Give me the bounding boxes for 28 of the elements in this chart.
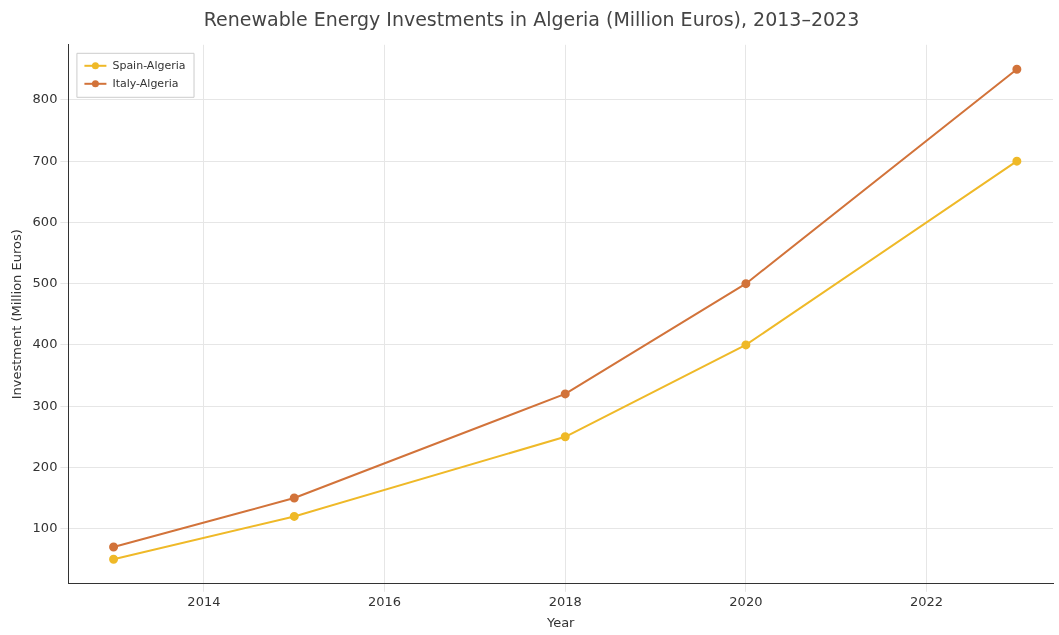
x-axis-title: Year	[545, 614, 576, 630]
point	[560, 432, 570, 442]
y-tick-label: 200	[32, 458, 58, 474]
y-tick-label: 500	[32, 275, 58, 291]
point	[109, 554, 119, 564]
point	[109, 542, 119, 552]
y-tick-label: 800	[32, 91, 58, 107]
chart-title: Renewable Energy Investments in Algeria (Million Euros), 2013–2023	[203, 8, 860, 31]
y-tick-label: 700	[32, 152, 58, 168]
y-tick-label: 300	[32, 397, 58, 413]
legend-label: Italy-Algeria	[112, 76, 179, 90]
x-tick-label: 2016	[368, 593, 402, 609]
y-tick-label: 100	[32, 520, 58, 536]
point	[741, 279, 751, 289]
point	[741, 340, 751, 350]
x-tick-label: 2014	[187, 593, 221, 609]
y-tick-label: 400	[32, 336, 58, 352]
legend-label: Spain-Algeria	[112, 58, 186, 72]
point	[560, 389, 570, 399]
x-tick-label: 2020	[729, 593, 763, 609]
point	[1012, 156, 1022, 166]
x-tick-label: 2018	[548, 593, 582, 609]
point	[289, 493, 299, 503]
y-axis-title: Investment (Million Euros)	[9, 229, 25, 400]
y-tick-label: 600	[32, 213, 58, 229]
point	[1012, 64, 1022, 74]
x-tick-label: 2022	[909, 593, 944, 609]
point	[289, 511, 299, 521]
